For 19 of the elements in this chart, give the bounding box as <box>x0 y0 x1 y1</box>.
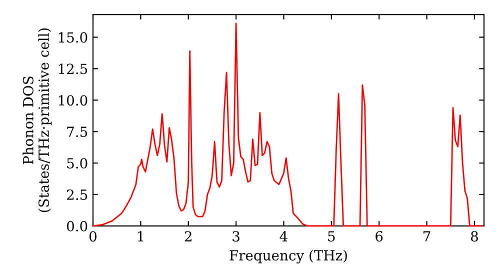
y-tick-label: 12.5 <box>58 64 88 74</box>
x-axis-title: Frequency (THz) <box>230 250 347 264</box>
x-tick-label: 4 <box>280 231 288 242</box>
line-series <box>92 22 482 227</box>
x-tick-label: 0 <box>89 231 96 242</box>
x-tick-label: 3 <box>232 231 240 242</box>
y-tick-label: 2.5 <box>66 189 88 200</box>
y-tick-label: 10.0 <box>58 95 88 106</box>
x-tick-label: 7 <box>424 231 430 242</box>
x-tick-label: 8 <box>470 231 478 242</box>
y-tick-label: 5.0 <box>67 158 88 169</box>
x-tick-label: 6 <box>376 231 383 242</box>
y-tick-label: 7.5 <box>67 126 88 138</box>
y-tick-label: 0.0 <box>66 220 88 232</box>
y-axis-title: Phonon DOS (States/THz·primitive cell) <box>22 28 52 212</box>
x-tick-label: 5 <box>328 231 335 242</box>
y-tick-label: 15.0 <box>58 32 88 43</box>
x-tick-label: 1 <box>138 231 144 242</box>
x-tick-label: 2 <box>184 231 192 242</box>
